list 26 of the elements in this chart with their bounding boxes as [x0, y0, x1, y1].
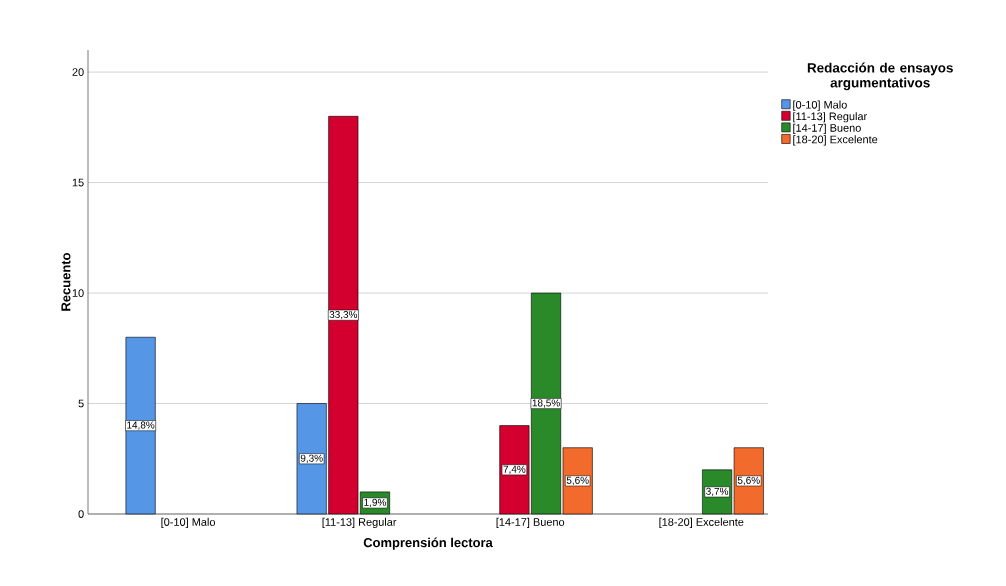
annotation: 3,7% [706, 487, 729, 497]
annotation: 14,8% [127, 421, 155, 430]
legend-title: Redacción de ensayos argumentativos [807, 62, 953, 91]
x-tick-label: [11-13] Regular [322, 517, 397, 529]
y-tick-label: 5 [78, 399, 84, 408]
annotation: 5,6% [737, 476, 760, 485]
legend-label: [0-10] Malo [793, 100, 847, 111]
legend-label: [18-20] Excelente [793, 135, 878, 146]
annotation: 33,3% [329, 311, 358, 320]
annotation: 5,6% [566, 476, 589, 485]
bar [125, 336, 156, 515]
annotation: 7,4% [503, 465, 526, 474]
annotation: 1,9% [364, 498, 386, 508]
x-axis-title: Comprensión lectora [363, 537, 493, 550]
y-tick-label: 0 [78, 510, 84, 518]
legend-label: [11-13] Regular [793, 112, 868, 123]
annotation: 9,3% [300, 454, 323, 463]
y-tick-label: 20 [72, 68, 84, 76]
legend-label: [14-17] Bueno [793, 123, 861, 134]
annotation: 18,5% [532, 399, 560, 408]
x-tick-label: [0-10] Malo [161, 517, 215, 529]
y-tick-label: 15 [72, 178, 84, 187]
x-tick-label: [18-20] Excelente [659, 517, 744, 529]
x-tick-label: [14-17] Bueno [496, 517, 565, 529]
y-tick-label: 10 [72, 289, 84, 297]
y-axis-title: Recuento [61, 253, 71, 311]
